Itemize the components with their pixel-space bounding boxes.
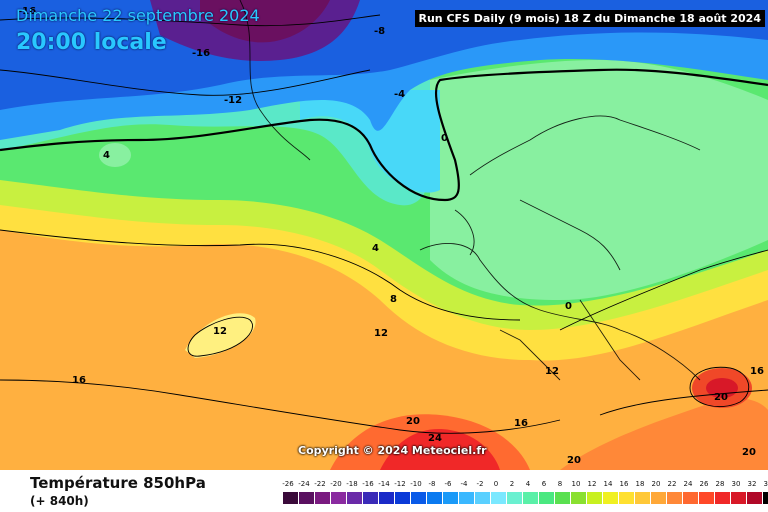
isotherm-label: 20: [742, 447, 756, 458]
legend-tick-label: 20: [651, 480, 661, 488]
legend-swatch: [315, 492, 331, 504]
legend-swatch: [667, 492, 683, 504]
legend-swatch: [683, 492, 699, 504]
isotherm-label: 20: [714, 392, 728, 403]
legend-swatch: [363, 492, 379, 504]
legend-tick-label: -4: [460, 480, 468, 488]
legend-tick-label: -20: [330, 480, 342, 488]
legend-tick-label: -10: [410, 480, 422, 488]
isotherm-label: 0: [565, 301, 572, 312]
legend-tick-label: 16: [619, 480, 629, 488]
legend-swatch: [699, 492, 715, 504]
legend-swatch: [283, 492, 299, 504]
legend-swatch: [459, 492, 475, 504]
legend-tick-label: -2: [476, 480, 484, 488]
legend-tick-label: -16: [362, 480, 374, 488]
legend-tick-label: 12: [587, 480, 597, 488]
legend-swatch: [475, 492, 491, 504]
map-canvas: -16 -16 -12 -8 -4 0 4 4 8 12 12 12 16 16…: [0, 0, 768, 470]
legend-swatch: [619, 492, 635, 504]
legend-tick-label: 4: [525, 480, 531, 488]
isotherm-label: 12: [545, 366, 559, 377]
legend-tick-label: -8: [428, 480, 436, 488]
lead-time: (+ 840h): [30, 494, 89, 508]
isotherm-label: -12: [224, 95, 242, 106]
isotherm-label: -16: [192, 48, 210, 59]
isotherm-label: 12: [213, 326, 227, 337]
isotherm-label: 24: [428, 433, 442, 444]
legend-tick-label: 6: [541, 480, 547, 488]
legend-swatch: [763, 492, 768, 504]
legend-swatch: [747, 492, 763, 504]
legend-tick-label: 32: [747, 480, 757, 488]
legend-tick-label: 24: [683, 480, 693, 488]
legend-tick-label: 0: [493, 480, 499, 488]
legend-tick-label: 28: [715, 480, 725, 488]
legend-swatch: [651, 492, 667, 504]
legend-swatch: [347, 492, 363, 504]
copyright: Copyright © 2024 Meteociel.fr: [298, 444, 487, 457]
legend-tick-label: -12: [394, 480, 406, 488]
legend-tick-label: 34: [763, 480, 768, 488]
isotherm-label: 4: [372, 243, 379, 254]
legend-swatch: [427, 492, 443, 504]
legend-swatch: [635, 492, 651, 504]
legend-swatch: [331, 492, 347, 504]
legend-swatch: [587, 492, 603, 504]
forecast-time: 20:00 locale: [16, 30, 167, 55]
legend-tick-label: 18: [635, 480, 645, 488]
isotherm-label: -4: [394, 89, 405, 100]
legend-tick-label: 10: [571, 480, 581, 488]
legend-tick-label: 14: [603, 480, 613, 488]
legend-tick-label: -6: [444, 480, 452, 488]
legend-tick-label: 8: [557, 480, 563, 488]
legend-tick-label: -24: [298, 480, 310, 488]
isotherm-label: 12: [374, 328, 388, 339]
legend-tick-label: -26: [282, 480, 294, 488]
run-info: Run CFS Daily (9 mois) 18 Z du Dimanche …: [414, 10, 765, 27]
forecast-date: Dimanche 22 septembre 2024: [16, 6, 260, 25]
legend-bar: [283, 492, 768, 504]
parameter-name: Température 850hPa: [30, 474, 206, 492]
legend-swatch: [715, 492, 731, 504]
legend-swatch: [603, 492, 619, 504]
isotherm-label: -8: [374, 26, 385, 37]
legend-swatch: [523, 492, 539, 504]
isotherm-label: -16: [18, 6, 36, 17]
isotherm-label: 16: [514, 418, 528, 429]
legend-swatch: [539, 492, 555, 504]
legend-tick-label: 2: [509, 480, 515, 488]
legend-swatch: [555, 492, 571, 504]
legend-swatch: [379, 492, 395, 504]
isotherm-label: 0: [441, 133, 448, 144]
isotherm-label: 16: [750, 366, 764, 377]
isotherm-label: 8: [390, 294, 397, 305]
legend-swatch: [411, 492, 427, 504]
legend-swatch: [507, 492, 523, 504]
isotherm-label: 4: [103, 150, 110, 161]
legend-swatch: [299, 492, 315, 504]
legend-tick-label: -14: [378, 480, 390, 488]
legend-swatch: [443, 492, 459, 504]
legend-swatch: [731, 492, 747, 504]
legend-swatch: [491, 492, 507, 504]
isotherm-label: 20: [406, 416, 420, 427]
temperature-map: -16 -16 -12 -8 -4 0 4 4 8 12 12 12 16 16…: [0, 0, 768, 470]
isotherm-label: 16: [72, 375, 86, 386]
legend-tick-label: 30: [731, 480, 741, 488]
legend-tick-label: -22: [314, 480, 326, 488]
isotherm-label: 20: [567, 455, 581, 466]
legend-tick-label: 26: [699, 480, 709, 488]
legend-tick-label: 22: [667, 480, 677, 488]
legend-tick-label: -18: [346, 480, 358, 488]
legend-swatch: [395, 492, 411, 504]
footer: Température 850hPa (+ 840h) -26 -24 -22 -20…: [0, 470, 768, 512]
legend-swatch: [571, 492, 587, 504]
